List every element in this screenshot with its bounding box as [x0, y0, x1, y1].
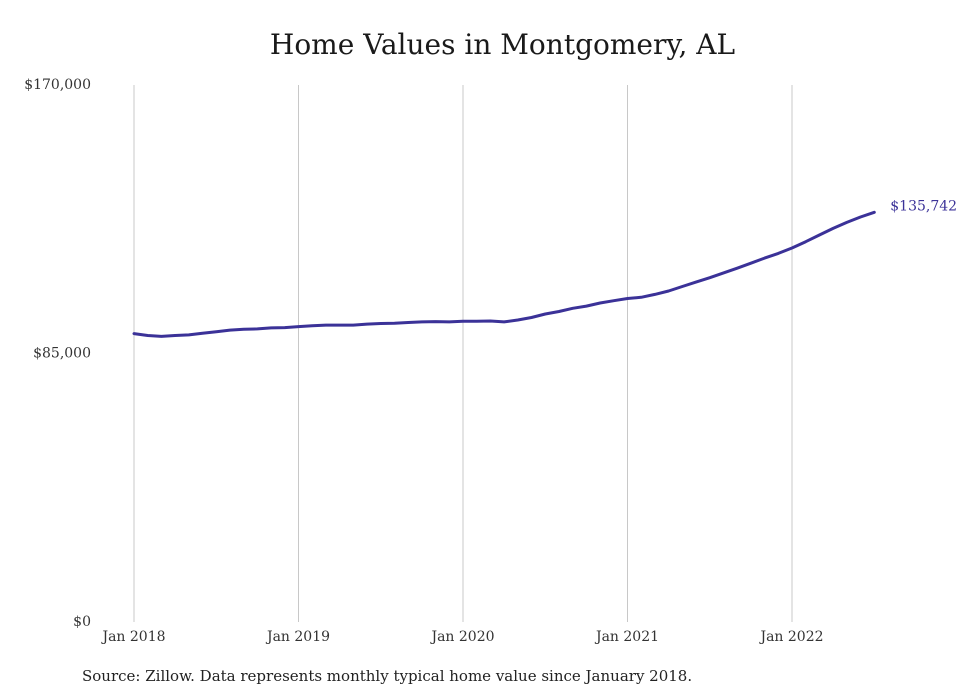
x-tick-label: Jan 2020	[429, 629, 494, 645]
gridlines	[133, 85, 793, 622]
x-tick-label: Jan 2022	[758, 629, 823, 645]
y-axis-ticks: $0 $85,000 $170,000	[24, 77, 91, 630]
x-tick-label: Jan 2021	[594, 629, 659, 645]
y-tick-label: $0	[73, 614, 91, 630]
y-tick-label: $170,000	[24, 77, 91, 93]
series-line	[132, 210, 876, 338]
end-value-label: $135,742	[890, 198, 957, 214]
source-note: Source: Zillow. Data represents monthly …	[82, 667, 693, 685]
x-tick-label: Jan 2019	[265, 629, 330, 645]
series-layer	[132, 210, 876, 338]
y-tick-label: $85,000	[33, 346, 91, 362]
x-axis-ticks: Jan 2018 Jan 2019 Jan 2020 Jan 2021 Jan 2022	[100, 629, 823, 645]
chart-title: Home Values in Montgomery, AL	[269, 28, 736, 61]
end-label-layer: $135,742	[890, 198, 957, 214]
x-tick-label: Jan 2018	[100, 629, 165, 645]
